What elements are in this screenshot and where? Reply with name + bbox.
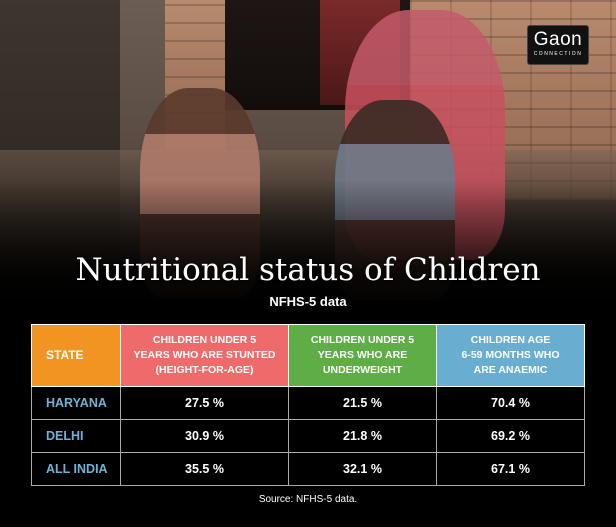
header-underweight: CHILDREN UNDER 5 YEARS WHO ARE UNDERWEIG… <box>288 324 437 387</box>
header-stunted-line: YEARS WHO ARE STUNTED <box>133 349 276 361</box>
logo-subtext: CONNECTION <box>533 51 583 57</box>
underweight-cell: 21.5 % <box>288 386 437 420</box>
chart-subtitle: NFHS-5 data <box>269 294 347 309</box>
source-note: Source: NFHS-5 data. <box>258 494 358 505</box>
table-row: DELHI 30.9 % 21.8 % 69.2 % <box>31 419 585 453</box>
table-header-row: STATE CHILDREN UNDER 5 YEARS WHO ARE STU… <box>31 324 585 387</box>
header-stunted-line: (HEIGHT-FOR-AGE) <box>155 364 254 376</box>
header-state-label: STATE <box>46 348 84 362</box>
row-state-cell: HARYANA <box>31 386 121 420</box>
photo-fade-overlay <box>0 180 616 320</box>
chart-title: Nutritional status of Children <box>75 252 541 288</box>
stunted-cell: 35.5 % <box>120 452 289 486</box>
header-anaemic: CHILDREN AGE 6-59 MONTHS WHO ARE ANAEMIC <box>436 324 585 387</box>
header-stunted-line: CHILDREN UNDER 5 <box>152 334 257 346</box>
table-row: ALL INDIA 35.5 % 32.1 % 67.1 % <box>31 452 585 486</box>
stunted-cell: 27.5 % <box>120 386 289 420</box>
underweight-cell: 21.8 % <box>288 419 437 453</box>
header-anaemic-line: 6-59 MONTHS WHO <box>461 349 560 361</box>
header-anaemic-line: CHILDREN AGE <box>470 334 551 346</box>
row-state-cell: DELHI <box>31 419 121 453</box>
header-state: STATE <box>31 324 121 387</box>
background-photo <box>0 0 616 320</box>
header-anaemic-line: ARE ANAEMIC <box>473 364 548 376</box>
header-underweight-line: CHILDREN UNDER 5 <box>310 334 415 346</box>
stunted-cell: 30.9 % <box>120 419 289 453</box>
header-underweight-line: UNDERWEIGHT <box>322 364 403 376</box>
logo-text: Gaon <box>533 29 583 50</box>
nutrition-table: STATE CHILDREN UNDER 5 YEARS WHO ARE STU… <box>31 324 585 486</box>
brand-logo: Gaon CONNECTION <box>527 25 589 65</box>
header-underweight-line: YEARS WHO ARE <box>317 349 408 361</box>
header-stunted: CHILDREN UNDER 5 YEARS WHO ARE STUNTED (… <box>120 324 289 387</box>
anaemic-cell: 67.1 % <box>436 452 585 486</box>
table-row: HARYANA 27.5 % 21.5 % 70.4 % <box>31 386 585 420</box>
anaemic-cell: 69.2 % <box>436 419 585 453</box>
underweight-cell: 32.1 % <box>288 452 437 486</box>
anaemic-cell: 70.4 % <box>436 386 585 420</box>
row-state-cell: ALL INDIA <box>31 452 121 486</box>
